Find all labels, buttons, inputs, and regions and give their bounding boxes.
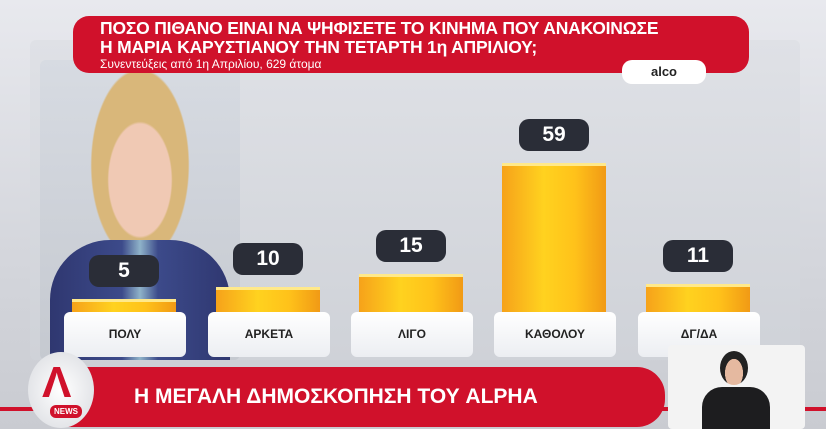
value-label: 10 [233,242,303,275]
bar-4 [646,284,750,312]
source-badge: alco [622,60,706,84]
bar-2 [359,274,463,312]
value-label: 11 [663,240,733,273]
category-label: ΠΟΛΥ [64,312,186,357]
category-label: ΑΡΚΕΤΑ [208,312,330,357]
bar-0 [72,299,176,312]
value-label: 15 [376,230,446,263]
value-label: 5 [89,255,159,288]
category-label: ΛΙΓΟ [351,312,473,357]
alpha-news-logo: Λ NEWS [28,352,94,428]
category-label: ΚΑΘΟΛΟΥ [494,312,616,357]
value-label: 59 [519,119,589,151]
title-line-1: ΠΟΣΟ ΠΙΘΑΝΟ ΕΙΝΑΙ ΝΑ ΨΗΦΙΣΕΤΕ ΤΟ ΚΙΝΗΜΑ … [100,18,659,38]
subtitle: Συνεντεύξεις από 1η Απριλίου, 629 άτομα [100,57,322,71]
show-banner: Η ΜΕΓΑΛΗ ΔΗΜΟΣΚΟΠΗΣΗ ΤΟΥ ALPHA [60,367,665,427]
title-line-2: Η ΜΑΡΙΑ ΚΑΡΥΣΤΙΑΝΟΥ ΤΗΝ ΤΕΤΑΡΤΗ 1η ΑΠΡΙΛ… [100,37,537,57]
bar-1 [216,286,320,312]
bar-3 [502,163,606,312]
sign-language-interpreter [668,345,805,429]
